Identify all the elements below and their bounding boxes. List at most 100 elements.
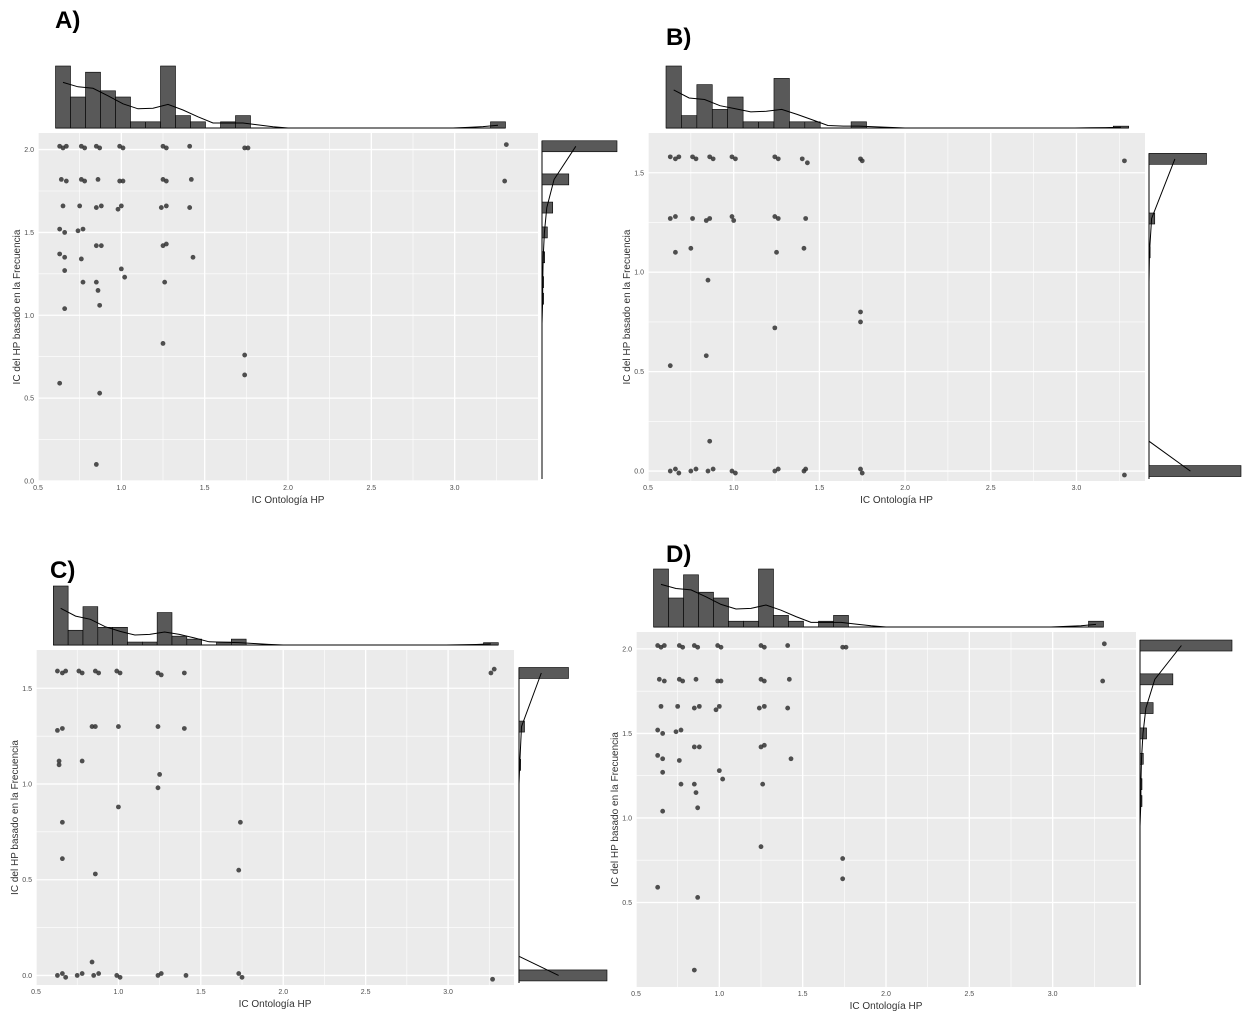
y-tick-label: 0.0 (22, 973, 32, 980)
data-point (859, 158, 865, 164)
data-point (713, 707, 719, 713)
data-point (78, 256, 84, 262)
data-point (79, 758, 85, 764)
histogram-bar (55, 65, 71, 129)
density-curve (62, 81, 499, 129)
data-point (97, 145, 103, 151)
data-point (673, 466, 678, 472)
data-point (801, 245, 807, 251)
x-tick-label: 1.0 (714, 991, 724, 998)
data-point (162, 279, 168, 285)
histogram-bar (850, 121, 867, 129)
data-point (705, 277, 711, 283)
histogram-bar (70, 96, 86, 129)
panel-a: A) 0.5 1.0 1.5 2.0 2.5 3.0 0.00.51.01.52.0 IC… (12, 7, 618, 506)
data-point (693, 790, 699, 795)
data-point (660, 756, 666, 762)
histogram-bar (711, 109, 728, 129)
data-point (733, 470, 738, 476)
y-tick-labels: 0.0 0.5 1.0 1.5 (634, 170, 644, 475)
histogram-bar (681, 115, 698, 129)
histogram-bar (142, 641, 158, 646)
histogram-bar (683, 574, 699, 628)
data-point (115, 206, 121, 212)
data-point (678, 781, 684, 787)
data-point (761, 742, 767, 748)
histogram-bar (742, 121, 759, 129)
density-curve (518, 672, 559, 976)
histogram-bar (518, 969, 608, 982)
data-point (655, 727, 661, 733)
histogram-bar (490, 121, 506, 129)
data-point (658, 703, 664, 709)
y-tick-label: 0.5 (634, 369, 644, 376)
data-point (63, 974, 69, 980)
data-point (696, 703, 702, 709)
x-tick-label: 3.0 (1048, 991, 1058, 998)
right-histogram (541, 140, 618, 479)
data-point (155, 724, 161, 729)
data-point (680, 644, 686, 650)
right-histogram (1139, 639, 1233, 985)
x-tick-label: 2.0 (900, 485, 910, 492)
panel-c: C) 0.5 1.0 1.5 2.0 2.5 3.0 0.0 0.5 1.0 1.5 IC On… (10, 557, 608, 1010)
data-point (93, 243, 99, 249)
data-point (772, 325, 778, 331)
scatter-points (55, 666, 497, 982)
density-curve (541, 146, 577, 465)
y-tick-label: 1.0 (622, 815, 632, 822)
data-point (117, 974, 123, 980)
y-axis-title: IC del HP basado en la Frecuencia (610, 732, 621, 887)
y-tick-label: 0.5 (622, 900, 632, 907)
data-point (237, 819, 243, 825)
data-point (95, 177, 101, 182)
data-point (98, 203, 104, 209)
data-point (118, 203, 124, 209)
data-point (95, 288, 101, 293)
histogram-bar (190, 121, 206, 129)
data-point (488, 670, 494, 676)
data-point (490, 976, 495, 982)
histogram-bar (127, 641, 143, 646)
scatter-points (655, 641, 1107, 973)
data-point (188, 177, 194, 182)
data-point (688, 245, 694, 251)
x-tick-label: 1.5 (798, 991, 808, 998)
data-point (710, 156, 716, 162)
data-point (56, 762, 62, 768)
data-point (858, 309, 863, 315)
data-point (55, 668, 60, 674)
histogram-bar (789, 121, 806, 129)
data-point (96, 670, 102, 676)
data-point (667, 468, 673, 474)
y-axis-title: IC del HP basado en la Frecuencia (10, 740, 21, 895)
x-tick-label: 1.5 (196, 989, 206, 996)
data-point (163, 178, 169, 184)
data-point (840, 876, 846, 882)
data-point (55, 973, 60, 978)
data-point (503, 142, 509, 148)
histogram-bar (727, 96, 744, 129)
x-tick-label: 0.5 (31, 989, 41, 996)
x-tick-label: 1.0 (114, 989, 124, 996)
data-point (840, 856, 846, 861)
data-point (716, 768, 722, 774)
data-point (656, 676, 662, 682)
histogram-bar (758, 568, 774, 628)
y-tick-label: 0.0 (24, 479, 34, 486)
density-curve (1148, 158, 1191, 472)
data-point (1101, 641, 1107, 647)
x-tick-label: 3.0 (450, 485, 460, 492)
data-point (758, 844, 764, 850)
data-point (761, 644, 767, 650)
histogram-bar (100, 90, 116, 129)
data-point (158, 205, 164, 210)
data-point (693, 676, 699, 682)
data-point (181, 726, 187, 731)
density-curve (60, 607, 491, 646)
histogram-bar (833, 615, 849, 628)
data-point (62, 230, 68, 235)
plot-background (36, 650, 514, 985)
histogram-bar (1139, 673, 1174, 686)
